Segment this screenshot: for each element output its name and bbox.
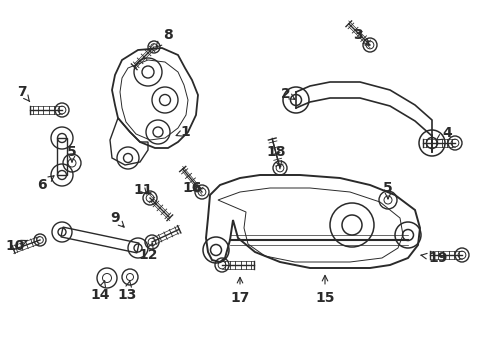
Text: 9: 9 <box>110 211 124 227</box>
Text: 13: 13 <box>117 281 137 302</box>
Text: 16: 16 <box>182 181 201 195</box>
Text: 19: 19 <box>420 251 447 265</box>
Text: 7: 7 <box>17 85 30 102</box>
Text: 18: 18 <box>265 145 285 167</box>
Text: 3: 3 <box>352 28 368 45</box>
Text: 5: 5 <box>67 145 77 162</box>
Text: 10: 10 <box>5 239 27 253</box>
Text: 12: 12 <box>138 243 158 262</box>
Text: 2: 2 <box>281 87 294 101</box>
Text: 1: 1 <box>176 125 189 139</box>
Text: 11: 11 <box>133 183 152 197</box>
Text: 17: 17 <box>230 278 249 305</box>
Text: 8: 8 <box>156 28 173 47</box>
Text: 14: 14 <box>90 281 109 302</box>
Text: 6: 6 <box>37 176 54 192</box>
Text: 15: 15 <box>315 275 334 305</box>
Text: 4: 4 <box>435 126 451 140</box>
Text: 5: 5 <box>382 181 392 199</box>
